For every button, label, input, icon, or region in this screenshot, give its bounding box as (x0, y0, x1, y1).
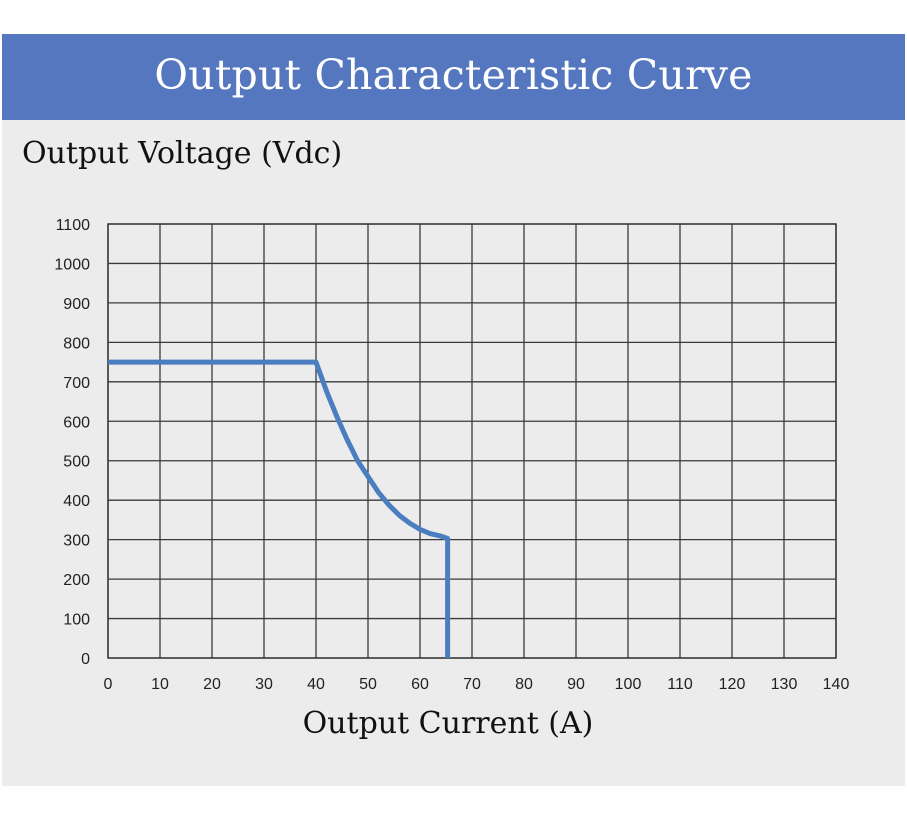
x-tick-label: 90 (567, 676, 585, 693)
y-tick-label: 1000 (54, 256, 90, 273)
x-tick-label: 110 (667, 676, 693, 693)
x-tick-label: 60 (411, 676, 429, 693)
x-axis-label: Output Current (A) (302, 706, 594, 741)
x-tick-label: 130 (771, 676, 798, 693)
y-tick-label: 400 (63, 493, 90, 510)
x-tick-label: 50 (359, 676, 377, 693)
x-tick-label: 70 (463, 676, 481, 693)
chart-title: Output Characteristic Curve (154, 51, 753, 99)
y-tick-label: 300 (63, 533, 90, 550)
y-tick-label: 700 (63, 375, 90, 392)
y-tick-label: 500 (63, 454, 90, 471)
x-tick-label: 30 (255, 676, 273, 693)
series-line (108, 359, 451, 658)
x-tick-label: 120 (719, 676, 746, 693)
x-tick-label: 100 (615, 676, 642, 693)
x-tick-label: 20 (203, 676, 221, 693)
title-banner: Output Characteristic Curve (2, 34, 905, 120)
plot-frame (107, 223, 837, 659)
x-tick-label: 140 (823, 676, 850, 693)
y-tick-label: 100 (63, 612, 90, 629)
plot-area: 0 100 200 300 400 500 600 700 800 900 1000 1100 0 10 2… (54, 217, 850, 693)
y-tick-label: 0 (81, 651, 90, 668)
y-tick-label: 200 (63, 572, 90, 589)
y-tick-label: 600 (63, 414, 90, 431)
y-tick-label: 900 (63, 296, 90, 313)
y-tick-label: 800 (63, 335, 90, 352)
x-tick-label: 40 (307, 676, 325, 693)
x-tick-label: 10 (151, 676, 169, 693)
y-tick-label: 1100 (56, 217, 91, 234)
y-axis-label: Output Voltage (Vdc) (22, 136, 343, 171)
x-tick-label: 80 (515, 676, 533, 693)
chart-panel: Output Characteristic Curve Output Volta… (2, 34, 905, 786)
x-tick-label: 0 (104, 676, 113, 693)
